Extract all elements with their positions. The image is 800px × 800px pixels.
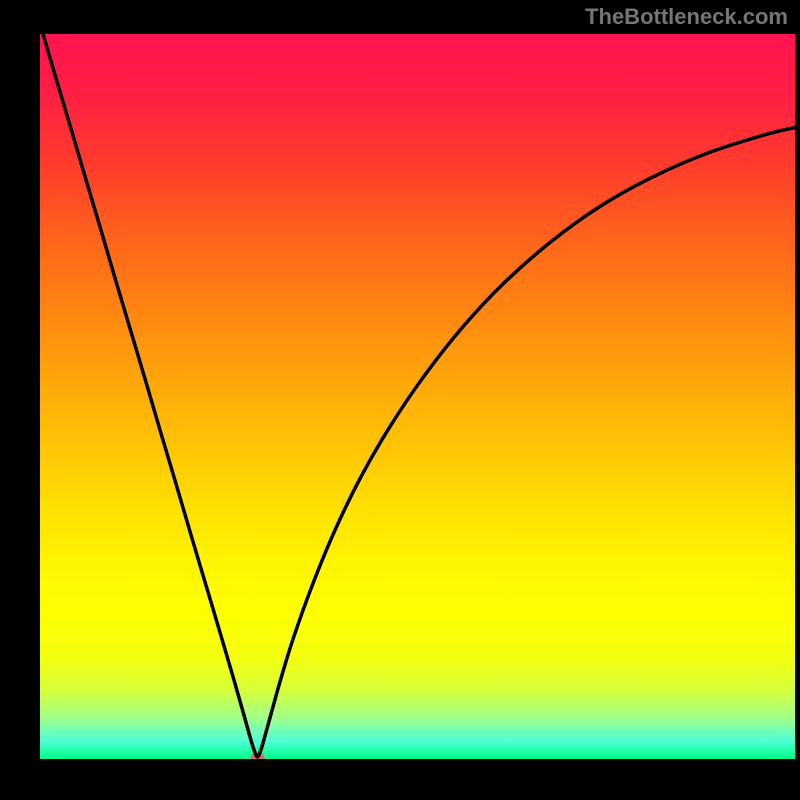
bottleneck-curve (40, 34, 795, 759)
chart-container: TheBottleneck.com (0, 0, 800, 800)
plot-area (40, 34, 795, 759)
source-watermark: TheBottleneck.com (585, 4, 788, 30)
curve-path (40, 34, 795, 757)
